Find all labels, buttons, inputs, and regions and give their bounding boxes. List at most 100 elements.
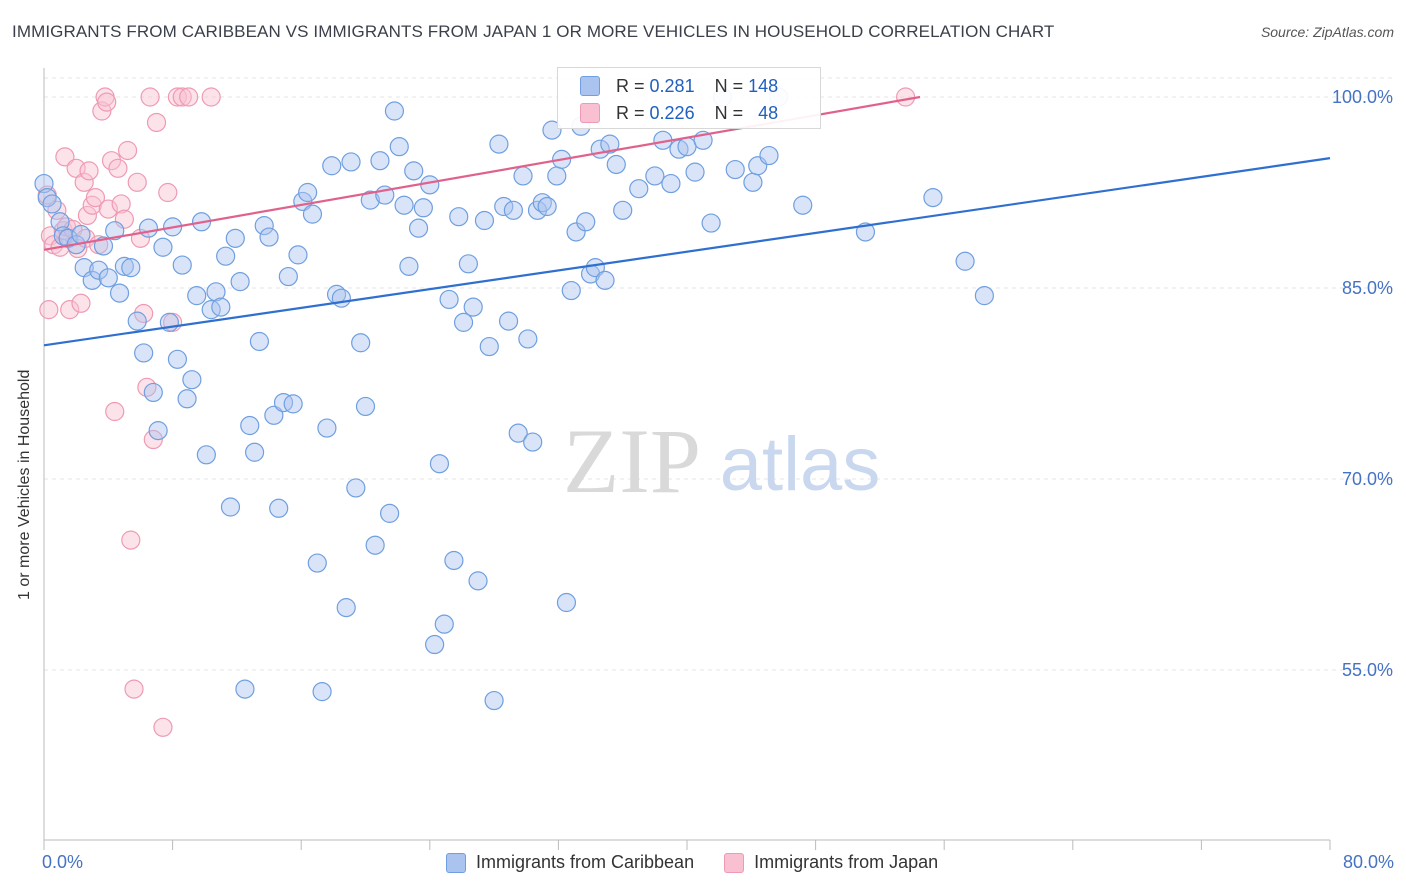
caribbean-point: [439, 289, 459, 310]
caribbean-point: [42, 194, 62, 214]
japan-swatch: [580, 103, 600, 123]
japan-point: [111, 194, 131, 214]
caribbean-point: [148, 421, 168, 441]
stats-legend-box: R = 0.281 N = 148 R = 0.226 N = 48: [557, 67, 821, 129]
caribbean-point: [220, 497, 241, 517]
caribbean-point: [264, 405, 284, 425]
caribbean-point: [249, 331, 270, 352]
japan-point: [153, 717, 173, 737]
caribbean-point: [508, 423, 528, 443]
caribbean-point: [444, 550, 464, 571]
caribbean-point: [89, 260, 109, 280]
caribbean-point: [235, 679, 255, 699]
caribbean-point: [98, 268, 118, 288]
caribbean-point: [489, 134, 509, 154]
trend-lines: [43, 95, 1331, 347]
caribbean-point: [479, 336, 499, 357]
x-axis-min-label: 0.0%: [42, 852, 84, 872]
caribbean-point: [743, 172, 763, 192]
caribbean-point: [230, 272, 250, 292]
caribbean-point: [121, 258, 141, 278]
caribbean-point: [331, 288, 351, 308]
japan-point: [60, 300, 80, 320]
caribbean-point: [167, 349, 188, 369]
caribbean-point: [413, 198, 433, 218]
caribbean-point: [187, 286, 207, 306]
legend-japan-label: Immigrants from Japan: [754, 852, 939, 872]
caribbean-point: [206, 282, 226, 302]
caribbean-point: [153, 237, 173, 257]
japan-point: [85, 187, 106, 208]
legend-japan-swatch: [724, 852, 745, 873]
caribbean-point: [494, 196, 514, 217]
japan-point: [101, 151, 122, 171]
japan-point: [105, 401, 125, 422]
legend-item-japan[interactable]: Immigrants from Japan: [724, 852, 938, 873]
caribbean-point: [503, 200, 523, 220]
caribbean-point: [254, 216, 274, 236]
japan-point: [143, 429, 163, 450]
japan-point: [108, 158, 128, 178]
japan-point: [146, 112, 167, 133]
caribbean-point: [341, 152, 361, 172]
caribbean-point: [434, 614, 454, 634]
caribbean-point: [71, 224, 91, 245]
gridlines: [44, 77, 1392, 671]
bottom-legend: Immigrants from Caribbean Immigrants fro…: [446, 852, 938, 873]
caribbean-point: [370, 151, 390, 171]
caribbean-point: [278, 266, 298, 287]
caribbean-point: [759, 145, 779, 166]
caribbean-point: [537, 196, 557, 217]
caribbean-stats-text: R = 0.281 N = 148: [616, 76, 778, 97]
japan-point: [127, 172, 147, 192]
chart-title: IMMIGRANTS FROM CARIBBEAN VS IMMIGRANTS …: [12, 22, 1055, 41]
caribbean-point: [429, 454, 450, 474]
watermark: ZIP atlas: [563, 410, 880, 512]
caribbean-point: [566, 222, 586, 242]
caribbean-point: [513, 166, 533, 186]
japan-point: [158, 182, 178, 203]
japan-point: [97, 92, 117, 112]
japan-point: [134, 303, 154, 324]
caribbean-point: [420, 175, 440, 195]
caribbean-point: [613, 200, 633, 220]
caribbean-point: [127, 311, 147, 331]
caribbean-point: [269, 498, 289, 518]
caribbean-point: [547, 166, 567, 186]
japan-point: [79, 161, 99, 181]
caribbean-point: [449, 207, 469, 227]
caribbean-point: [923, 187, 943, 208]
x-axis-max-label: 80.0%: [1342, 852, 1394, 872]
caribbean-point: [138, 218, 159, 238]
japan-point: [167, 87, 188, 107]
japan-point: [172, 87, 192, 107]
caribbean-point: [225, 228, 245, 248]
caribbean-point: [93, 236, 114, 256]
japan-point: [201, 87, 221, 107]
japan-point: [137, 377, 157, 397]
caribbean-point: [974, 286, 994, 306]
japan-n-label: N =: [714, 102, 744, 123]
caribbean-point: [629, 179, 649, 199]
caribbean-point: [955, 251, 975, 271]
series-japan-points: [37, 87, 916, 737]
caribbean-point: [556, 592, 577, 613]
caribbean-point: [600, 134, 620, 154]
caribbean-point: [114, 256, 134, 276]
caribbean-point: [542, 120, 562, 140]
caribbean-point: [380, 503, 400, 523]
caribbean-point: [595, 270, 615, 290]
caribbean-point: [288, 245, 308, 265]
caribbean-point: [404, 161, 424, 181]
caribbean-point: [394, 195, 414, 215]
caribbean-point: [384, 101, 405, 121]
caribbean-point: [196, 445, 216, 465]
caribbean-point: [355, 396, 376, 417]
caribbean-point: [143, 382, 163, 403]
japan-point: [117, 140, 138, 161]
legend-item-caribbean[interactable]: Immigrants from Caribbean: [446, 852, 694, 873]
caribbean-point: [298, 182, 318, 203]
caribbean-point: [701, 213, 721, 233]
legend-caribbean-swatch: [446, 852, 466, 873]
